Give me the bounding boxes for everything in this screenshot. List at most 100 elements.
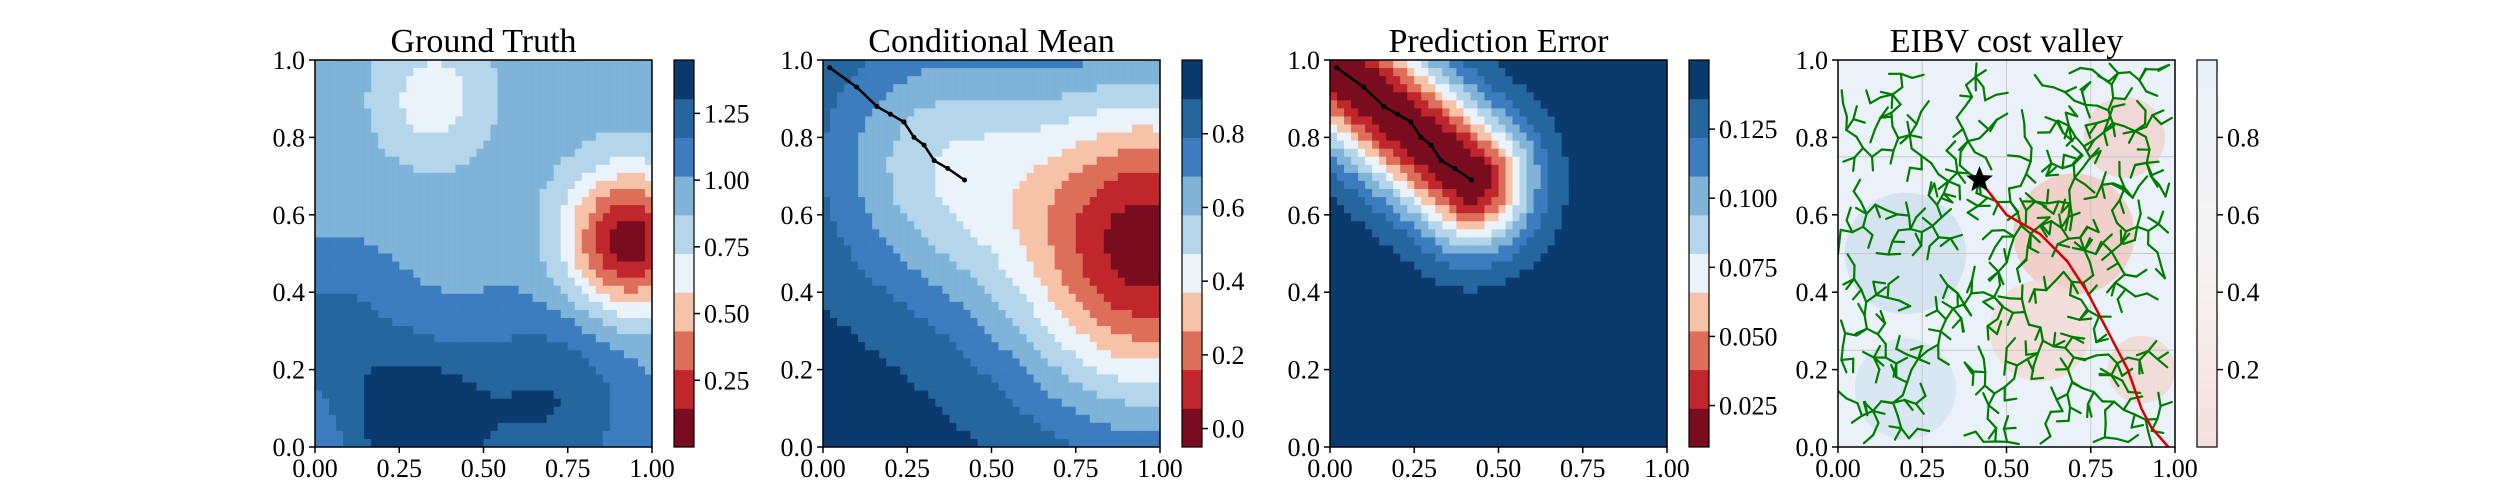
heatmap-cell xyxy=(525,261,534,271)
heatmap-cell xyxy=(378,406,386,416)
heatmap-cell xyxy=(921,108,929,118)
heatmap-cell xyxy=(893,172,901,182)
heatmap-cell xyxy=(553,261,562,271)
heatmap-cell xyxy=(567,422,576,432)
heatmap-cell xyxy=(1047,180,1056,190)
heatmap-cell xyxy=(998,253,1007,263)
heatmap-cell xyxy=(392,68,400,77)
heatmap-cell xyxy=(1131,205,1140,214)
heatmap-cell xyxy=(623,229,632,238)
colorbar-tick-label: 0.25 xyxy=(704,366,750,395)
heatmap-cell xyxy=(844,326,852,335)
heatmap-cell xyxy=(623,116,632,126)
heatmap-cell xyxy=(1138,124,1147,134)
heatmap-cell xyxy=(392,374,400,384)
heatmap-cell xyxy=(511,245,520,255)
heatmap-cell xyxy=(970,237,979,247)
heatmap-cell xyxy=(1040,180,1049,190)
heatmap-cell xyxy=(637,350,646,359)
heatmap-cell xyxy=(364,374,372,384)
heatmap-cell xyxy=(1124,350,1133,359)
heatmap-cell xyxy=(623,148,632,158)
heatmap-cell xyxy=(399,301,407,311)
heatmap-cell xyxy=(865,253,873,263)
heatmap-cell xyxy=(1344,366,1352,376)
heatmap-cell xyxy=(837,116,845,126)
heatmap-cell xyxy=(991,269,1000,279)
heatmap-cell xyxy=(378,124,386,134)
heatmap-cell xyxy=(1330,326,1338,335)
heatmap-cell xyxy=(1117,326,1126,335)
heatmap-cell xyxy=(455,132,464,142)
heatmap-cell xyxy=(1103,374,1112,384)
heatmap-cell xyxy=(343,390,351,400)
heatmap-cell xyxy=(567,277,576,287)
heatmap-cell xyxy=(1054,285,1063,295)
heatmap-cell xyxy=(448,261,457,271)
heatmap-cell xyxy=(371,68,379,77)
heatmap-cell xyxy=(823,309,831,319)
heatmap-cell xyxy=(518,205,527,214)
heatmap-cell xyxy=(963,180,972,190)
heatmap-cell xyxy=(1337,342,1345,351)
heatmap-cell xyxy=(623,84,632,93)
heatmap-cell xyxy=(644,221,652,230)
heatmap-cell xyxy=(865,116,873,126)
heatmap-cell xyxy=(1152,285,1160,295)
heatmap-cell xyxy=(984,213,993,222)
heatmap-cell xyxy=(830,301,838,311)
heatmap-cell xyxy=(385,293,393,303)
heatmap-cell xyxy=(991,414,1000,424)
heatmap-cell xyxy=(392,269,400,279)
heatmap-cell xyxy=(1124,116,1133,126)
heatmap-cell xyxy=(942,285,950,295)
heatmap-cell xyxy=(1068,84,1077,93)
heatmap-cell xyxy=(371,318,379,327)
heatmap-cell xyxy=(1075,342,1084,351)
heatmap-cell xyxy=(1152,156,1160,166)
heatmap-cell xyxy=(588,189,597,198)
heatmap-cell xyxy=(956,68,965,77)
heatmap-cell xyxy=(956,406,965,416)
heatmap-cell xyxy=(837,414,845,424)
heatmap-cell xyxy=(1351,309,1359,319)
heatmap-cell xyxy=(378,245,386,255)
heatmap-cell xyxy=(490,132,499,142)
heatmap-cell xyxy=(623,438,632,447)
heatmap-cell xyxy=(427,422,435,432)
heatmap-cell xyxy=(616,84,625,93)
heatmap-cell xyxy=(1089,100,1098,109)
heatmap-cell xyxy=(837,438,845,447)
heatmap-cell xyxy=(942,253,950,263)
heatmap-cell xyxy=(1344,189,1352,198)
heatmap-cell xyxy=(1365,148,1373,158)
heatmap-cell xyxy=(1082,301,1091,311)
heatmap-cell xyxy=(1351,301,1359,311)
heatmap-cell xyxy=(406,229,414,238)
heatmap-cell xyxy=(886,342,894,351)
heatmap-cell xyxy=(357,197,365,206)
heatmap-cell xyxy=(935,189,943,198)
heatmap-cell xyxy=(637,124,646,134)
heatmap-cell xyxy=(455,221,464,230)
heatmap-cell xyxy=(371,326,379,335)
heatmap-cell xyxy=(406,221,414,230)
heatmap-cell xyxy=(525,406,534,416)
heatmap-cell xyxy=(1152,140,1160,150)
heatmap-cell xyxy=(343,124,351,134)
heatmap-cell xyxy=(942,269,950,279)
heatmap-cell xyxy=(900,366,908,376)
heatmap-cell xyxy=(1075,92,1084,101)
heatmap-cell xyxy=(949,205,957,214)
heatmap-cell xyxy=(483,406,492,416)
heatmap-cell xyxy=(928,374,936,384)
heatmap-cell xyxy=(879,414,887,424)
heatmap-cell xyxy=(942,100,950,109)
heatmap-cell xyxy=(630,164,639,174)
heatmap-cell xyxy=(644,124,652,134)
heatmap-cell xyxy=(455,164,464,174)
heatmap-cell xyxy=(434,293,442,303)
heatmap-cell xyxy=(830,205,838,214)
heatmap-cell xyxy=(427,285,435,295)
heatmap-cell xyxy=(532,414,541,424)
